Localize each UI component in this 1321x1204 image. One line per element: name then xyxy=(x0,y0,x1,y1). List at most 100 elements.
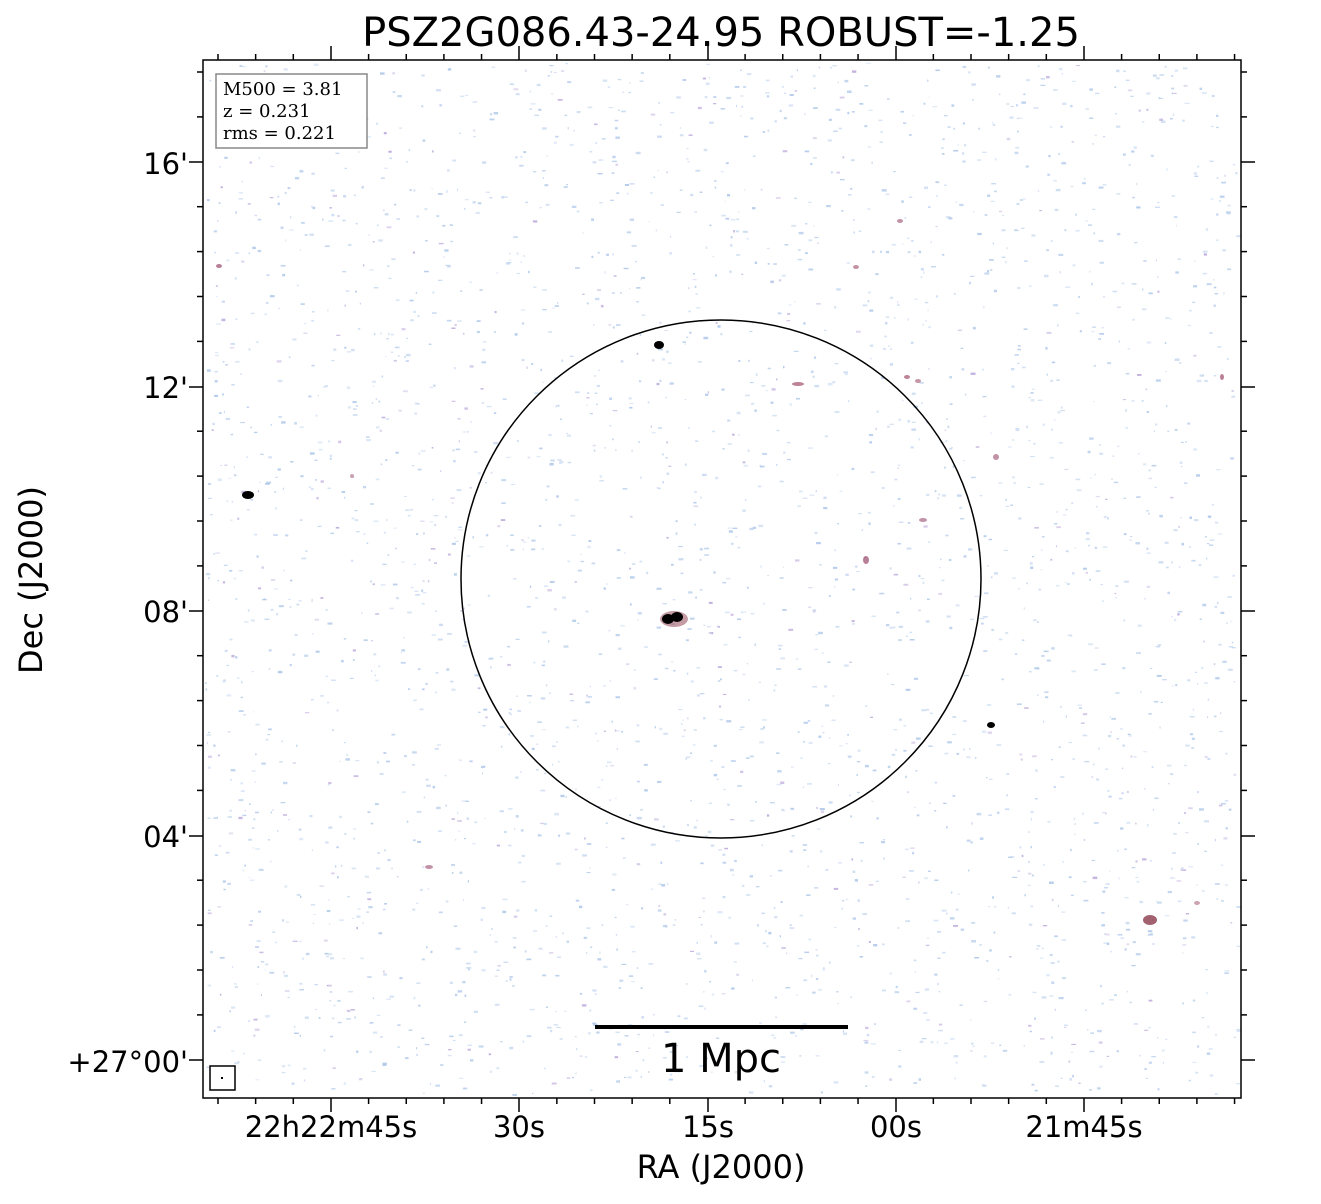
noise-speck xyxy=(946,826,948,829)
noise-speck xyxy=(556,741,558,743)
noise-speck xyxy=(624,184,629,186)
noise-speck xyxy=(1162,1049,1165,1052)
noise-speck xyxy=(540,789,546,792)
noise-speck xyxy=(1157,275,1159,279)
noise-speck xyxy=(782,150,788,153)
noise-speck xyxy=(388,277,392,279)
noise-speck xyxy=(692,744,696,746)
noise-speck xyxy=(687,717,689,720)
noise-speck xyxy=(289,606,292,608)
noise-speck xyxy=(662,1057,667,1059)
noise-speck xyxy=(1171,867,1173,870)
noise-speck xyxy=(529,108,532,110)
noise-speck xyxy=(962,65,967,68)
noise-speck xyxy=(1070,185,1074,188)
noise-speck xyxy=(399,127,402,129)
noise-speck xyxy=(521,322,525,325)
noise-speck xyxy=(635,261,637,263)
noise-speck xyxy=(982,396,987,398)
noise-speck xyxy=(732,874,735,876)
noise-speck xyxy=(482,772,484,775)
noise-speck xyxy=(381,375,384,378)
noise-speck xyxy=(883,348,886,350)
noise-speck xyxy=(1131,283,1137,285)
noise-speck xyxy=(868,291,871,294)
noise-speck xyxy=(240,373,242,375)
noise-speck xyxy=(765,930,767,933)
noise-speck xyxy=(1182,1002,1184,1005)
noise-speck xyxy=(898,1049,901,1051)
noise-speck xyxy=(894,749,897,751)
noise-speck xyxy=(609,680,611,682)
noise-speck xyxy=(778,279,782,282)
noise-speck xyxy=(777,312,782,315)
noise-speck xyxy=(369,1050,372,1053)
noise-speck xyxy=(466,962,471,965)
noise-speck xyxy=(467,555,471,557)
noise-speck xyxy=(880,130,883,133)
noise-speck xyxy=(372,241,375,243)
noise-speck xyxy=(1037,190,1040,193)
noise-speck xyxy=(265,65,268,68)
noise-speck xyxy=(323,1049,326,1052)
noise-speck xyxy=(720,333,723,336)
noise-speck xyxy=(1028,860,1030,863)
noise-speck xyxy=(494,311,497,314)
noise-speck xyxy=(674,919,677,921)
noise-speck xyxy=(1083,899,1089,902)
noise-speck xyxy=(626,904,629,906)
noise-speck xyxy=(299,426,304,428)
noise-speck xyxy=(736,254,741,256)
noise-speck xyxy=(873,944,878,947)
noise-speck xyxy=(912,851,914,855)
noise-speck xyxy=(1062,977,1066,980)
noise-speck xyxy=(1185,913,1190,915)
noise-speck xyxy=(436,806,441,810)
noise-speck xyxy=(222,361,225,363)
noise-speck xyxy=(1199,618,1202,620)
noise-speck xyxy=(459,1077,464,1079)
noise-speck xyxy=(250,312,255,314)
noise-speck xyxy=(1127,348,1131,350)
noise-speck xyxy=(1099,261,1104,264)
noise-speck xyxy=(699,191,703,193)
noise-speck xyxy=(1189,546,1191,548)
noise-speck xyxy=(870,471,875,474)
noise-speck xyxy=(577,725,579,728)
noise-speck xyxy=(1192,301,1196,304)
noise-speck xyxy=(1016,117,1020,120)
noise-speck xyxy=(638,380,642,383)
noise-speck xyxy=(1076,489,1082,492)
noise-speck xyxy=(1153,430,1155,433)
noise-speck xyxy=(554,141,557,144)
noise-speck xyxy=(827,661,831,663)
noise-speck xyxy=(1123,619,1125,622)
noise-speck xyxy=(1210,198,1214,200)
noise-speck xyxy=(783,117,787,120)
noise-speck xyxy=(222,680,226,683)
noise-speck xyxy=(992,124,996,126)
noise-speck xyxy=(569,143,574,146)
noise-speck xyxy=(780,901,783,903)
noise-speck xyxy=(994,190,997,193)
noise-speck xyxy=(836,474,838,476)
noise-speck xyxy=(384,167,388,169)
noise-speck xyxy=(679,127,682,129)
noise-speck xyxy=(383,752,387,754)
noise-speck xyxy=(609,424,612,427)
noise-speck xyxy=(1006,247,1009,249)
noise-speck xyxy=(1183,85,1188,87)
noise-speck xyxy=(284,990,290,992)
noise-speck xyxy=(457,417,461,420)
noise-speck xyxy=(901,200,904,203)
noise-speck xyxy=(1072,1075,1074,1078)
noise-speck xyxy=(950,1038,955,1040)
noise-speck xyxy=(361,612,363,614)
noise-speck xyxy=(1029,1030,1032,1033)
noise-speck xyxy=(798,231,804,235)
noise-speck xyxy=(1188,866,1194,868)
noise-speck xyxy=(841,907,844,910)
noise-speck xyxy=(968,71,971,74)
noise-speck xyxy=(303,1079,306,1082)
noise-speck xyxy=(207,912,212,915)
